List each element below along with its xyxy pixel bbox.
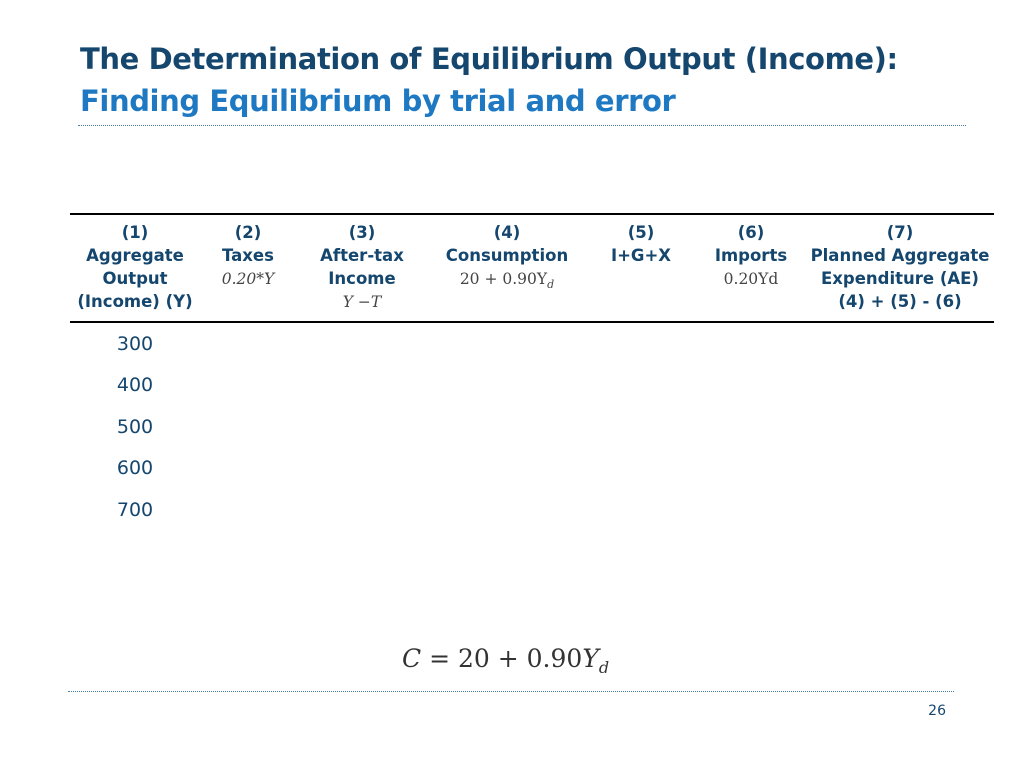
empty-cell xyxy=(586,322,696,365)
column-header-after-tax-income: (3) After-tax Income Y −T xyxy=(296,213,428,323)
formula-subscript: d xyxy=(547,278,555,292)
empty-cell xyxy=(586,489,696,531)
formula-base: 20 + 0.90Y xyxy=(459,270,548,288)
equation-rhs: = 20 + 0.90 xyxy=(429,644,583,673)
bottom-divider xyxy=(68,691,954,692)
output-cell: 400 xyxy=(116,374,154,397)
empty-cell xyxy=(696,489,806,531)
column-label: Planned Aggregate Expenditure (AE) (4) +… xyxy=(810,246,990,311)
empty-cell xyxy=(806,322,994,365)
column-formula: 20 + 0.90Yd xyxy=(428,269,586,295)
table-row: 600 xyxy=(70,448,994,490)
empty-cell xyxy=(200,489,296,531)
empty-cell xyxy=(696,322,806,365)
empty-cell xyxy=(200,448,296,490)
empty-cell xyxy=(200,322,296,365)
column-label: Aggregate Output (Income) (Y) xyxy=(77,246,193,311)
output-cell: 700 xyxy=(116,498,154,521)
empty-cell xyxy=(586,365,696,407)
empty-cell xyxy=(296,406,428,448)
column-header-taxes: (2) Taxes 0.20*Y xyxy=(200,213,296,323)
slide-title: The Determination of Equilibrium Output … xyxy=(80,38,980,122)
empty-cell xyxy=(200,365,296,407)
empty-cell xyxy=(428,322,586,365)
column-label: Consumption xyxy=(445,246,569,265)
empty-cell xyxy=(696,448,806,490)
column-formula: Y −T xyxy=(342,293,382,311)
empty-cell xyxy=(296,322,428,365)
column-number: (5) xyxy=(627,223,655,242)
empty-cell xyxy=(806,406,994,448)
output-cell: 300 xyxy=(116,332,154,355)
column-header-aggregate-output: (1) Aggregate Output (Income) (Y) xyxy=(70,213,200,323)
output-cell: 600 xyxy=(116,457,154,480)
column-formula: 0.20*Y xyxy=(221,270,275,288)
column-header-consumption: (4) Consumption 20 + 0.90Yd xyxy=(428,213,586,323)
column-number: (3) xyxy=(348,223,376,242)
top-divider xyxy=(78,125,966,126)
output-cell: 500 xyxy=(116,415,154,438)
page-number: 26 xyxy=(928,703,946,719)
column-label: I+G+X xyxy=(610,246,672,265)
empty-cell xyxy=(296,448,428,490)
slide-title-line-2: Finding Equilibrium by trial and error xyxy=(80,84,676,118)
empty-cell xyxy=(806,489,994,531)
column-number: (6) xyxy=(737,223,765,242)
empty-cell xyxy=(586,406,696,448)
table-row: 400 xyxy=(70,365,994,407)
column-number: (7) xyxy=(886,223,914,242)
equilibrium-table: (1) Aggregate Output (Income) (Y) (2) Ta… xyxy=(70,213,994,531)
equation-variable: Y xyxy=(582,644,599,673)
empty-cell xyxy=(696,406,806,448)
empty-cell xyxy=(428,365,586,407)
column-header-planned-aggregate-expenditure: (7) Planned Aggregate Expenditure (AE) (… xyxy=(806,213,994,323)
column-label: Taxes xyxy=(222,246,274,265)
table-header-row: (1) Aggregate Output (Income) (Y) (2) Ta… xyxy=(70,213,994,323)
empty-cell xyxy=(806,448,994,490)
empty-cell xyxy=(586,448,696,490)
column-formula: 0.20Yd xyxy=(723,270,779,288)
column-header-imports: (6) Imports 0.20Yd xyxy=(696,213,806,323)
consumption-equation: C = 20 + 0.90Yd xyxy=(402,644,609,677)
empty-cell xyxy=(696,365,806,407)
empty-cell xyxy=(428,406,586,448)
empty-cell xyxy=(428,448,586,490)
slide-title-line-1: The Determination of Equilibrium Output … xyxy=(80,42,898,76)
table-row: 300 xyxy=(70,322,994,365)
table-row: 500 xyxy=(70,406,994,448)
empty-cell xyxy=(806,365,994,407)
column-header-investment-government-exports: (5) I+G+X xyxy=(586,213,696,323)
column-number: (4) xyxy=(493,223,521,242)
column-label: After-tax Income xyxy=(320,246,404,288)
empty-cell xyxy=(200,406,296,448)
table-row: 700 xyxy=(70,489,994,531)
equation-lhs: C xyxy=(402,644,422,673)
equation-subscript: d xyxy=(598,658,610,677)
empty-cell xyxy=(428,489,586,531)
empty-cell xyxy=(296,489,428,531)
empty-cell xyxy=(296,365,428,407)
column-number: (2) xyxy=(234,223,262,242)
column-number: (1) xyxy=(121,223,149,242)
column-label: Imports xyxy=(714,246,788,265)
